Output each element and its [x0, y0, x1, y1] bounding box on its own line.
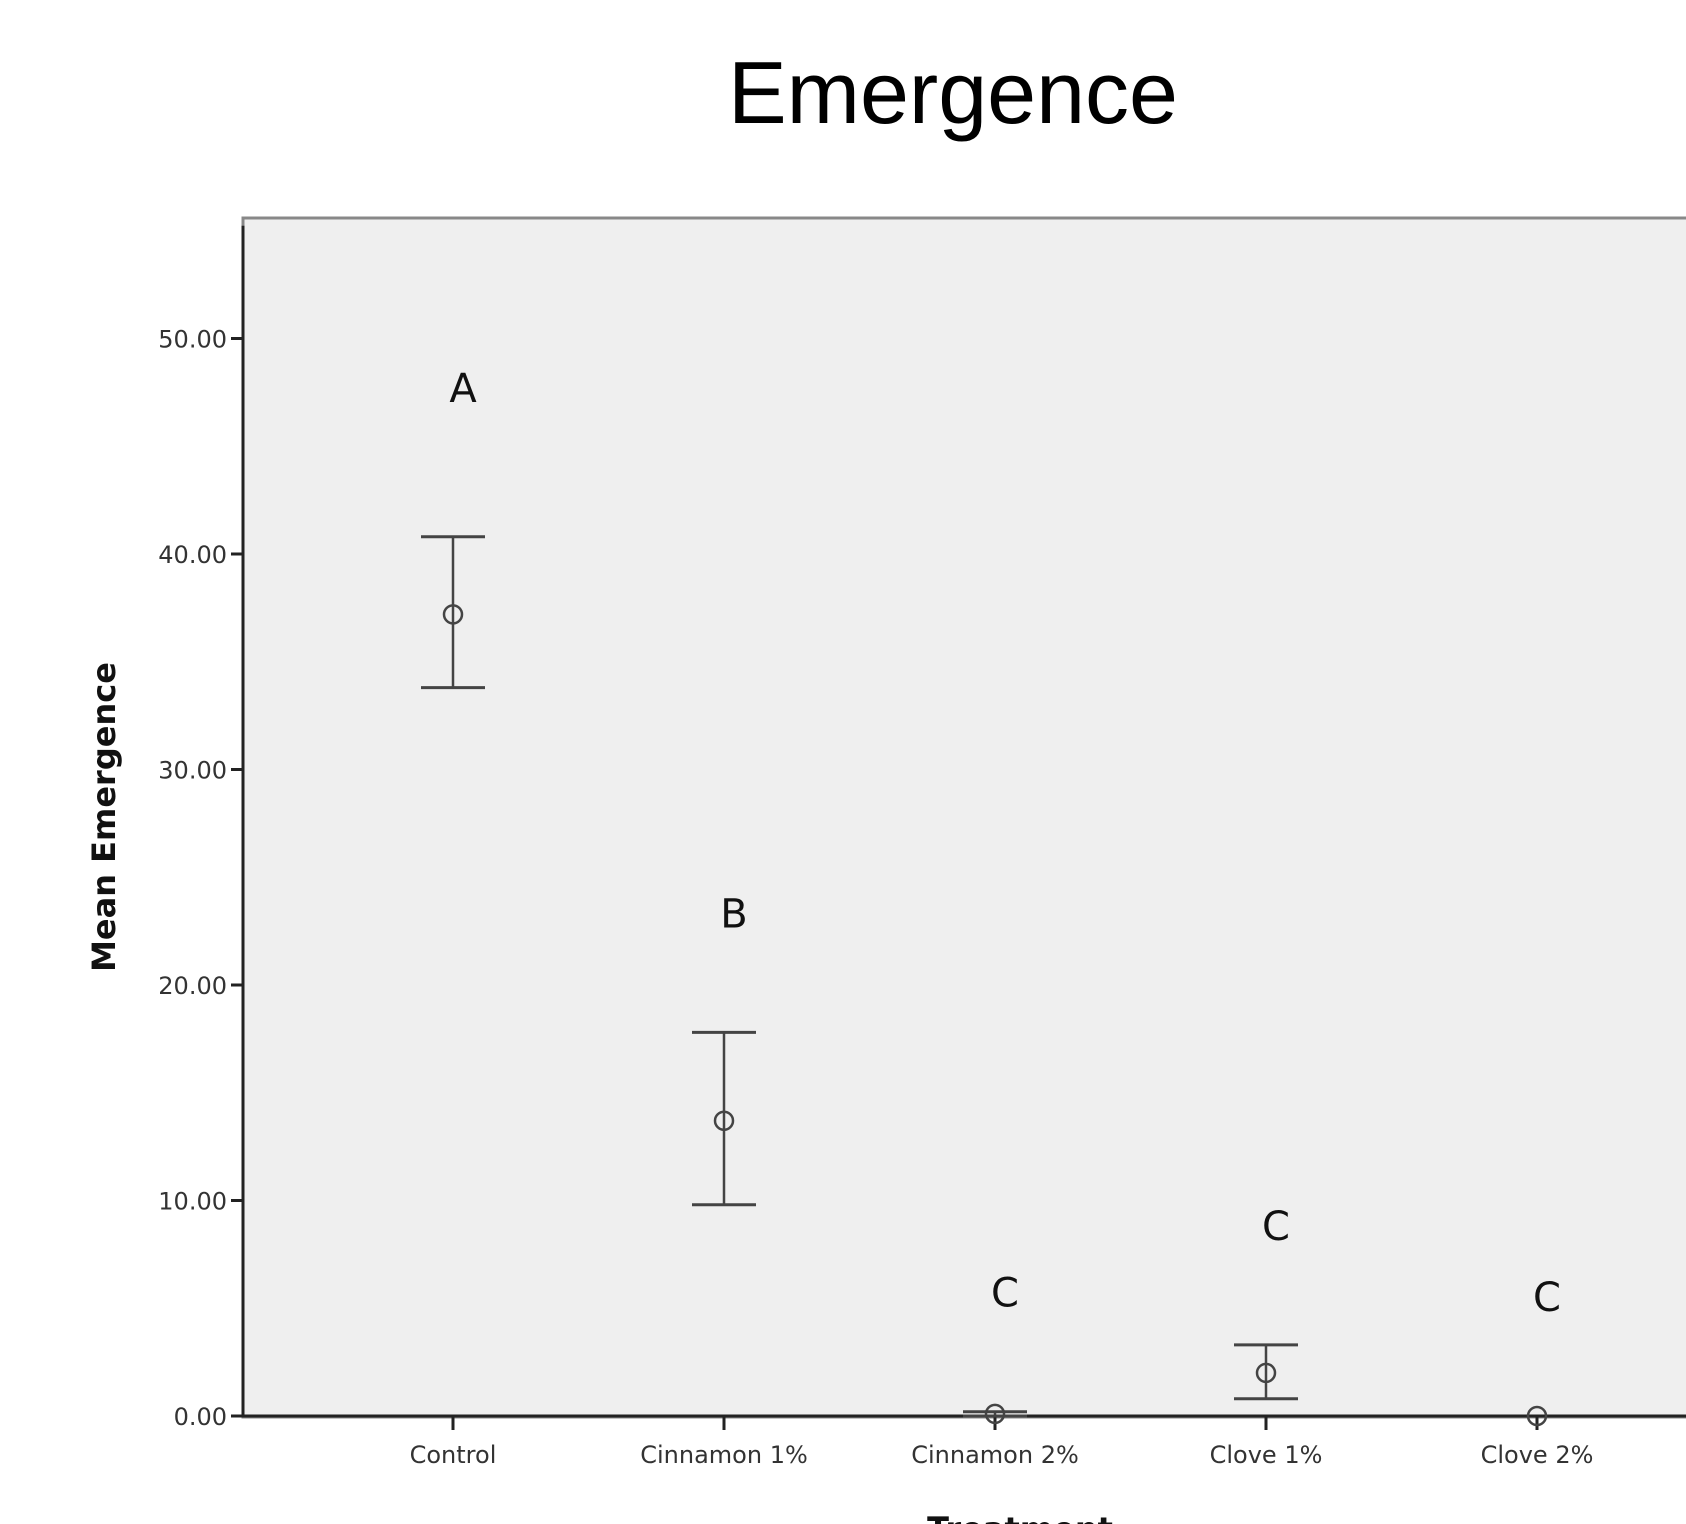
group-letter-label: A — [449, 366, 477, 412]
y-tick-label: 50.00 — [158, 326, 227, 354]
x-tick-label: Clove 2% — [1481, 1441, 1594, 1469]
x-tick-label: Control — [410, 1441, 497, 1469]
mean-point — [1255, 1362, 1277, 1384]
y-tick-label: 0.00 — [174, 1403, 227, 1431]
mean-point — [713, 1110, 735, 1132]
y-tick-label: 10.00 — [158, 1188, 227, 1216]
y-tick-label: 20.00 — [158, 972, 227, 1000]
mean-point — [984, 1403, 1006, 1425]
x-axis-title: Treatment — [927, 1510, 1113, 1524]
y-tick-label: 30.00 — [158, 757, 227, 785]
x-tick-label: Cinnamon 1% — [640, 1441, 808, 1469]
y-axis-title: Mean Emergence — [85, 662, 123, 972]
group-letter-label: C — [991, 1271, 1019, 1317]
mean-point — [442, 604, 464, 625]
group-letter-label: B — [720, 891, 747, 937]
y-tick-label: 40.00 — [158, 541, 227, 569]
mean-point — [1526, 1405, 1548, 1427]
x-tick-label: Clove 1% — [1210, 1441, 1323, 1469]
plot-area — [241, 216, 1686, 1419]
data-marks: A B C C C — [421, 366, 1561, 1427]
group-letter-label: C — [1262, 1204, 1290, 1250]
chart-title: Emergence — [728, 43, 1178, 142]
group-letter-label: C — [1533, 1275, 1561, 1321]
x-tick-label: Cinnamon 2% — [911, 1441, 1079, 1469]
